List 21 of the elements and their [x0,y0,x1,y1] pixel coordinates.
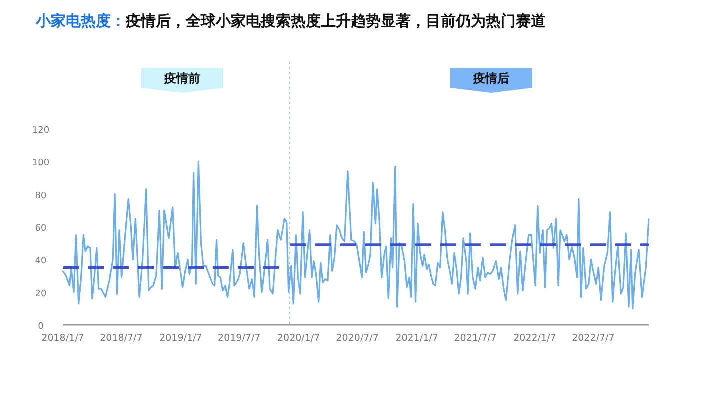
chart-title: 小家电热度：疫情后，全球小家电搜索热度上升趋势显著，目前仍为热门赛道 [35,12,547,30]
y-tick-label: 20 [35,289,47,300]
x-tick-label: 2022/1/7 [514,333,556,344]
y-tick-label: 80 [35,191,47,202]
y-tick-label: 60 [35,224,47,234]
x-tick-label: 2019/1/7 [160,333,202,344]
x-tick-label: 2019/7/7 [218,333,261,344]
y-tick-label: 100 [32,158,50,169]
text: 疫情前 [163,72,200,86]
x-tick-label: 2018/7/7 [100,333,143,344]
line-series [62,160,650,310]
x-tick-label: 2021/7/7 [454,333,497,344]
y-tick-label: 40 [35,256,47,267]
x-tick-label: 2020/1/7 [277,333,320,344]
y-tick-label: 120 [32,126,50,136]
x-tick-label: 2021/1/7 [396,333,438,344]
x-tick-label: 2020/7/7 [336,333,379,344]
x-tick-label: 2018/1/7 [42,333,84,344]
y-tick-label: 0 [38,322,44,332]
x-tick-label: 2022/7/7 [572,333,615,344]
text: 疫情后 [472,72,510,86]
